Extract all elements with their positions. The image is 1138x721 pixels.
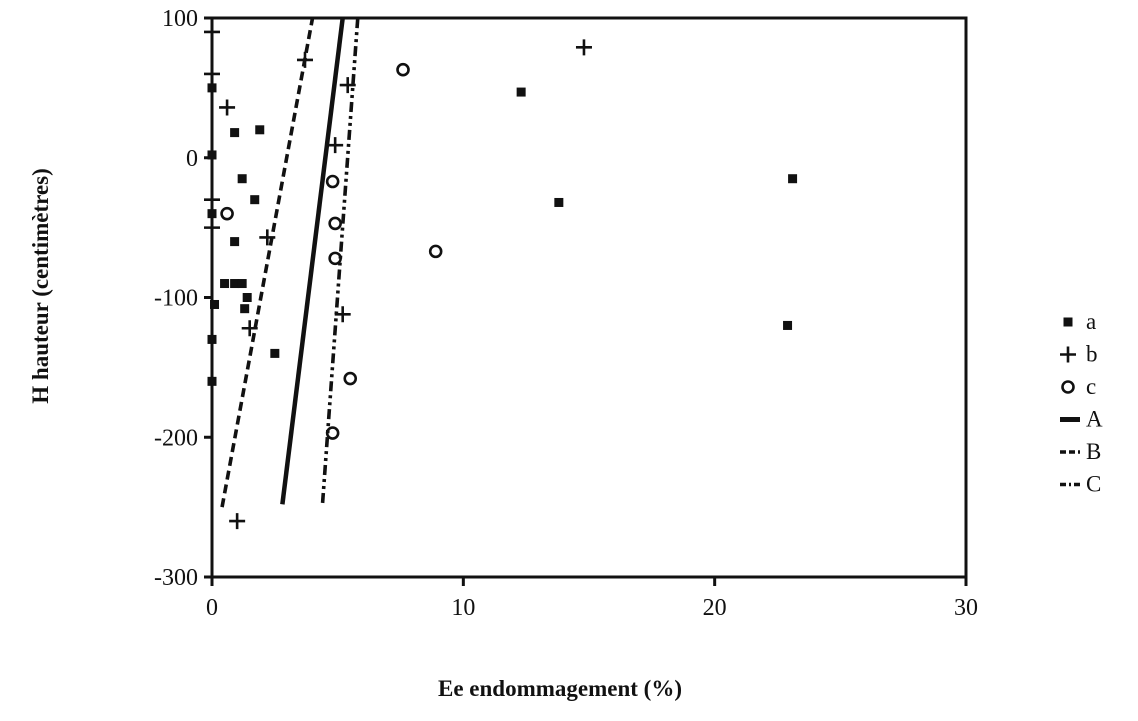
point-series-layer — [204, 23, 798, 530]
data-point-b — [575, 39, 592, 56]
data-point-b — [296, 51, 313, 68]
legend-label-A: A — [1086, 407, 1103, 432]
data-point-a — [210, 299, 220, 309]
x-axis-title: Ee endommagement (%) — [438, 676, 682, 701]
data-point-a — [270, 348, 280, 358]
data-point-b — [204, 191, 220, 208]
x-tick-label: 20 — [703, 595, 727, 621]
data-point-b — [204, 23, 220, 40]
data-point-c — [328, 216, 342, 231]
y-tick-label: 100 — [162, 6, 198, 32]
legend-label-b: b — [1086, 342, 1098, 367]
x-tick-label: 10 — [451, 595, 475, 621]
data-point-c — [396, 62, 410, 77]
series-line-B — [220, 17, 315, 508]
y-tick-label: -200 — [154, 425, 198, 451]
y-tick-label: -300 — [154, 565, 198, 591]
data-point-b — [241, 320, 258, 337]
data-point-a — [230, 128, 240, 138]
data-point-b — [339, 77, 356, 94]
data-point-c — [220, 206, 234, 221]
legend-marker-c — [1061, 380, 1075, 394]
x-tick-label: 30 — [954, 595, 978, 621]
x-tick-label: 0 — [206, 595, 218, 621]
legend-label-C: C — [1086, 472, 1101, 497]
data-point-c — [328, 251, 342, 266]
data-point-b — [219, 99, 236, 116]
data-point-a — [207, 334, 217, 344]
y-tick-label: 0 — [186, 146, 198, 172]
data-point-a — [207, 209, 217, 219]
data-point-a — [237, 279, 247, 289]
data-point-a — [554, 197, 564, 207]
data-point-a — [788, 174, 798, 184]
line-series-layer — [220, 17, 360, 508]
axis-titles: Ee endommagement (%) H hauteur (centimèt… — [28, 168, 682, 701]
data-point-a — [250, 195, 260, 205]
data-point-a — [240, 304, 250, 314]
legend-label-c: c — [1086, 374, 1096, 399]
series-line-A — [280, 17, 345, 505]
data-point-b — [334, 306, 351, 323]
data-point-c — [325, 174, 340, 189]
data-point-a — [255, 125, 265, 135]
legend-marker-b — [1060, 346, 1076, 363]
data-point-a — [230, 279, 240, 289]
data-point-a — [207, 376, 217, 386]
data-point-a — [220, 279, 230, 289]
data-point-b — [259, 229, 276, 246]
legend-marker-a — [1063, 317, 1073, 327]
data-point-b — [204, 219, 220, 236]
legend-label-B: B — [1086, 439, 1101, 464]
data-point-c — [343, 371, 358, 386]
data-point-b — [204, 65, 220, 82]
data-point-a — [230, 237, 240, 247]
data-point-a — [783, 320, 793, 330]
data-point-a — [207, 83, 217, 93]
y-tick-label: -100 — [154, 286, 198, 312]
data-point-a — [242, 293, 252, 302]
data-point-b — [327, 137, 344, 154]
data-point-a — [516, 87, 526, 97]
y-axis-title: H hauteur (centimètres) — [28, 168, 53, 403]
tick-layer: 100 0 -100 -200 -300 0 10 20 30 — [154, 6, 978, 621]
legend-label-a: a — [1086, 309, 1096, 334]
data-point-b — [229, 513, 246, 530]
data-point-a — [237, 174, 247, 184]
data-point-a — [207, 150, 217, 160]
data-point-c — [428, 244, 443, 259]
data-point-c — [325, 426, 340, 440]
